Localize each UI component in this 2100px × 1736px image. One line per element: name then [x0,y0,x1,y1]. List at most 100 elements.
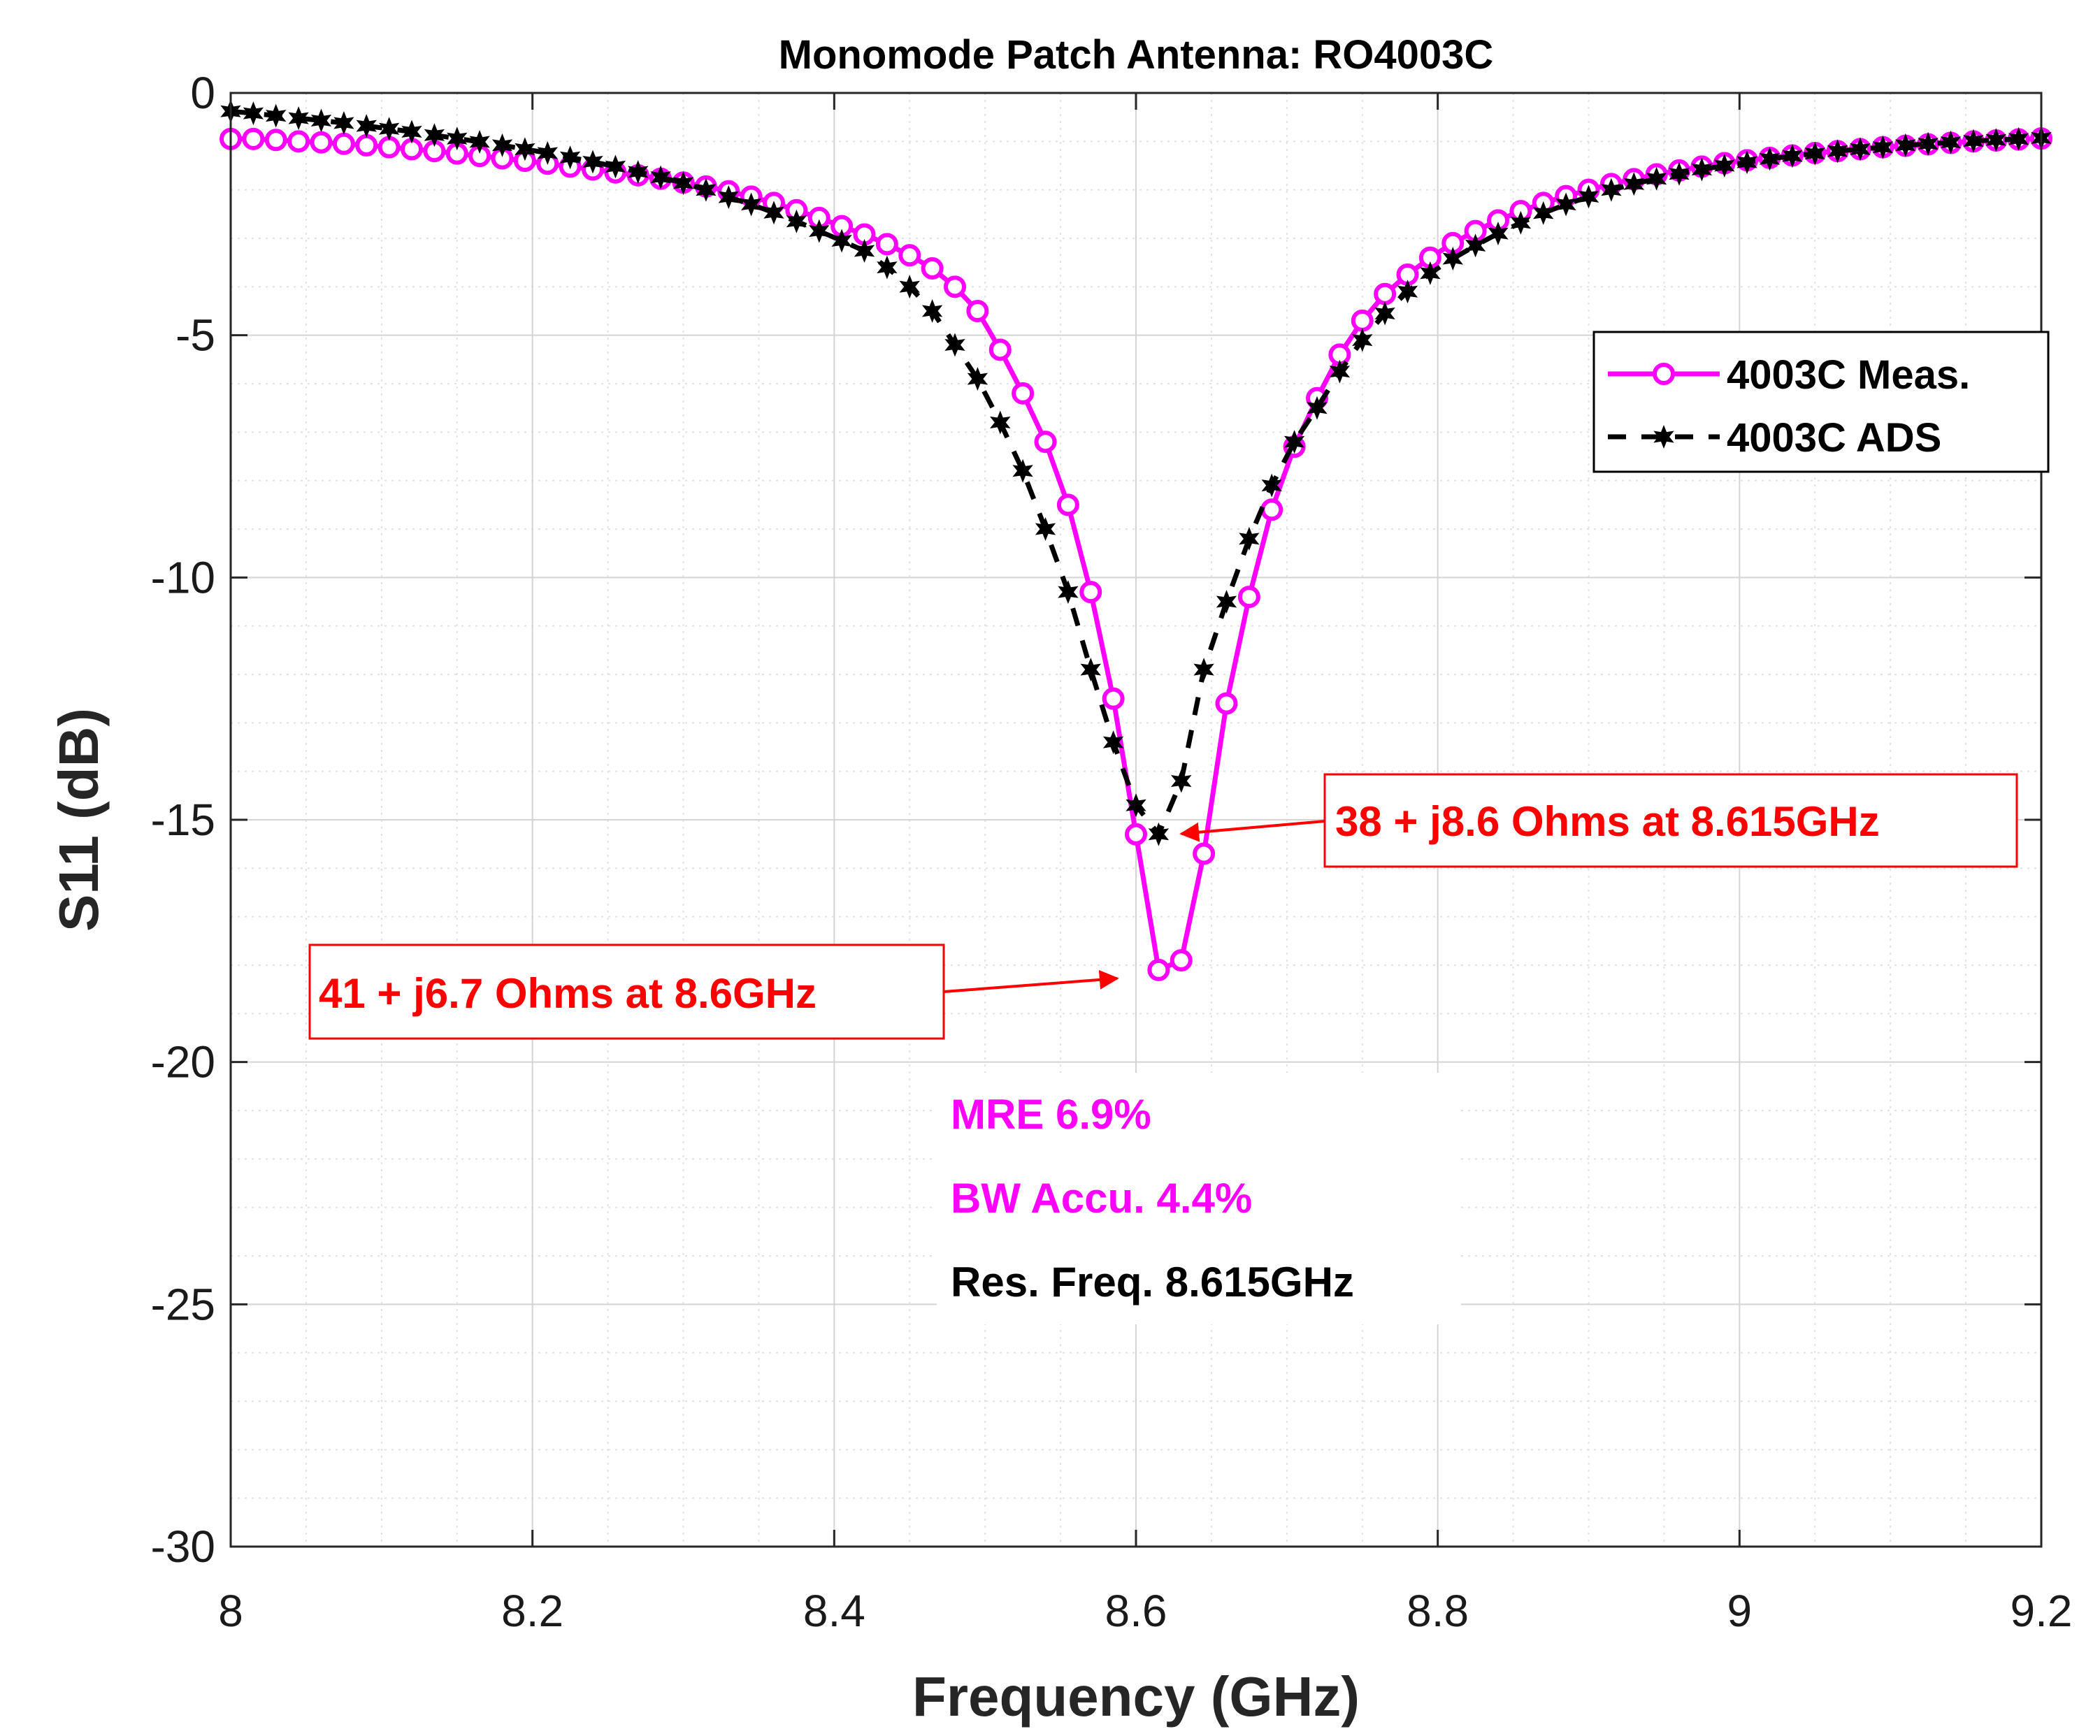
data-point [424,123,445,147]
annotation-box-ads [1323,773,2018,868]
data-point [1691,157,1713,182]
legend-label-ads: 4003C ADS [1727,415,1941,461]
data-point [1940,130,1962,154]
data-point [1216,590,1237,614]
data-point [921,256,944,280]
data-point [2008,126,2029,151]
data-point [1193,842,1216,865]
data-point [605,154,626,179]
bw-accuracy-text: BW Accu. 4.4% [951,1175,1252,1222]
data-point [1012,458,1033,483]
data-point [718,185,739,210]
legend-marker-meas [1653,363,1675,385]
data-point [1125,793,1146,818]
data-point [1012,382,1035,405]
data-point [1578,185,1599,209]
annotation-meas-impedance: 41 + j6.7 Ohms at 8.6GHz [308,943,1119,1040]
y-tick-label: 0 [190,68,215,118]
data-point [763,201,784,225]
data-point [628,160,649,184]
data-point [967,367,988,391]
data-point [1782,144,1803,168]
data-point [1352,328,1373,352]
data-point [1374,301,1395,326]
data-point [1510,210,1532,235]
data-point [990,410,1011,435]
x-tick-label: 8.6 [1105,1586,1167,1636]
data-point [1985,128,2006,152]
y-axis-label: S11 (dB) [48,708,110,932]
data-point [1827,139,1848,164]
annotation-ads-impedance: 38 + j8.6 Ohms at 8.615GHz [1179,773,2018,868]
x-tick-label: 9.2 [2011,1586,2073,1636]
data-point [1102,687,1125,710]
data-point [1804,141,1825,166]
data-point [264,129,287,152]
data-point [740,192,762,217]
data-point [1193,658,1214,682]
data-point [1351,309,1374,332]
data-point [1397,280,1418,304]
data-point [582,150,603,174]
legend-box [1592,331,2050,473]
data-point [333,111,354,135]
data-point [966,300,989,322]
data-point [1329,359,1351,384]
data-point [673,171,694,195]
data-point [921,299,943,323]
data-point [650,165,671,189]
data-point [696,178,717,202]
data-point [378,117,400,141]
data-point [288,106,309,131]
data-point [1260,498,1283,521]
data-point [401,120,422,144]
data-point [1125,823,1147,846]
data-point [1895,133,1916,157]
data-point [1420,261,1441,285]
data-point [944,333,965,357]
series-layer [220,99,2052,981]
x-tick-label: 8.4 [803,1586,865,1636]
data-point [988,338,1012,361]
data-point [287,130,310,153]
x-tick-label: 8.8 [1407,1586,1469,1636]
data-point [1148,822,1170,846]
x-tick-label: 8 [218,1586,243,1636]
data-point [1533,201,1554,225]
y-tick-label: -15 [151,795,216,845]
plot-frame [229,92,2043,1548]
x-tick-label: 8.2 [501,1586,563,1636]
data-point [1374,282,1397,305]
data-point [1850,137,1871,161]
data-point [1736,150,1757,175]
data-point [899,275,920,299]
data-point [1035,517,1056,541]
data-point [1963,129,1984,153]
data-point [1147,958,1170,981]
data-point [332,132,355,155]
data-point [355,133,378,157]
y-tick-label: -5 [175,310,215,361]
x-tick-labels: 8 8.2 8.4 8.6 8.8 9 9.2 [218,1586,2072,1636]
data-point [1034,431,1057,454]
data-point [1918,131,1939,156]
annotation-text-ads: 38 + j8.6 Ohms at 8.615GHz [1335,798,1880,845]
res-freq-text: Res. Freq. 8.615GHz [951,1259,1354,1305]
data-point [1465,233,1486,258]
y-tick-label: -30 [151,1521,216,1572]
data-point [491,133,513,157]
data-point [1623,172,1644,196]
data-point [1601,178,1622,202]
data-point [1215,692,1238,715]
data-point [537,141,558,165]
data-point [786,209,807,233]
data-point [310,131,333,154]
legend: 4003C Meas. 4003C ADS [1592,331,2050,473]
data-point [1261,473,1282,498]
data-point [1102,730,1124,755]
data-point [310,108,332,133]
y-tick-label: -25 [151,1279,216,1329]
data-point [1283,430,1305,454]
data-point [1170,949,1193,972]
